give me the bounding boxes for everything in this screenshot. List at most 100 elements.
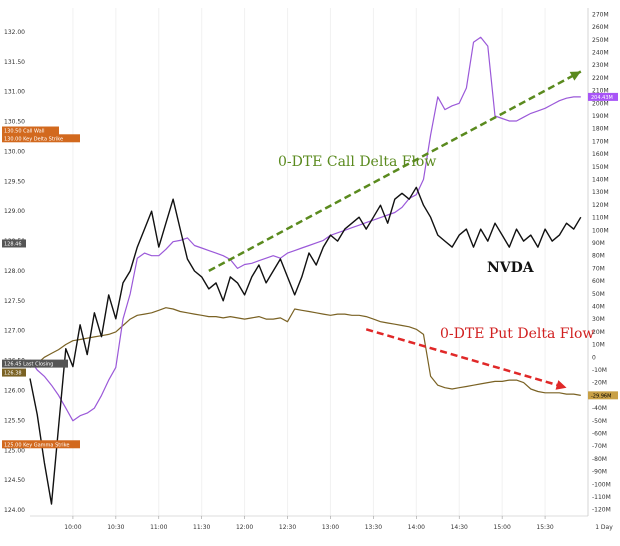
right-axis-tick-label: 80M (592, 253, 605, 260)
right-axis-tick-label: -100M (592, 481, 611, 488)
level-tag-box (2, 126, 59, 135)
level-tag: 126.38 (2, 368, 26, 377)
right-axis-tick-label: 20M (592, 329, 605, 336)
level-tag-label: -29.96M (591, 393, 611, 399)
x-axis-tick-label: 15:00 (494, 524, 511, 531)
right-axis: 270M 260M 250M 240M 230M 220M 210M 200M 190M 180M… (587, 8, 611, 516)
trend-arrow-line (365, 328, 567, 389)
right-axis-tick-label: -20M (592, 380, 607, 387)
series-layer (29, 36, 582, 505)
right-axis-tick-label: 250M (592, 37, 609, 44)
x-axis-tick-label: 13:00 (322, 524, 339, 531)
right-axis-tick-label: 100M (592, 227, 609, 234)
right-axis-tick-label: -10M (592, 367, 607, 374)
level-tag-label: 128.46 (4, 241, 22, 247)
left-axis-tick-label: 130.00 (4, 148, 25, 155)
level-tag: 130.50 Call Wall (2, 126, 59, 135)
x-axis-tick-label: 12:00 (236, 524, 253, 531)
left-axis-tick-label: 131.50 (4, 59, 25, 66)
level-tag: -29.96M (588, 391, 618, 400)
right-axis-tick-label: 90M (592, 240, 605, 247)
right-axis-tick-label: 130M (592, 189, 609, 196)
left-axis-tick-label: 126.00 (4, 387, 25, 394)
level-tag-label: 130.00 Key Delta Strike (4, 136, 63, 142)
left-axis-tick-label: 127.50 (4, 298, 25, 305)
right-axis-tick-label: 140M (592, 176, 609, 183)
trend-arrow-line (208, 70, 582, 272)
x-axis: 10:00 10:30 11:00 11:30 12:00 12:30 13:00 13:30… (30, 515, 613, 531)
right-axis-tick-label: 120M (592, 202, 609, 209)
trend-arrow-head (555, 380, 567, 390)
left-axis-tick-label: 127.00 (4, 328, 25, 335)
left-axis-tick-label: 128.00 (4, 268, 25, 275)
left-axis-tick-label: 131.00 (4, 89, 25, 96)
level-tag-box (2, 368, 26, 377)
right-axis-tick-label: -90M (592, 469, 607, 476)
right-axis-tick-label: 40M (592, 303, 605, 310)
level-tag-box (588, 92, 618, 101)
level-tag-label: 204.43M (591, 95, 613, 101)
x-axis-tick-label: 13:30 (365, 524, 382, 531)
left-axis-tick-label: 125.00 (4, 447, 25, 454)
x-axis-tick-label: 15:30 (536, 524, 553, 531)
series-line-0-dte-call-delta-flow (29, 36, 581, 422)
right-axis-tick-label: 220M (592, 75, 609, 82)
annotation-put-delta-flow: 0-DTE Put Delta Flow (440, 326, 594, 342)
left-axis-tick-label: 124.00 (4, 507, 25, 514)
right-axis-tick-label: -80M (592, 456, 607, 463)
level-tag-box (2, 134, 80, 143)
right-axis-tick-label: 110M (592, 215, 609, 222)
right-axis-tick-label: 260M (592, 24, 609, 31)
x-axis-tick-label: 14:00 (408, 524, 425, 531)
right-axis-tick-label: 190M (592, 113, 609, 120)
arrow-layer (208, 70, 582, 390)
series-line-nvda (29, 186, 582, 505)
right-axis-tick-label: 10M (592, 342, 605, 349)
level-tag: 126.45 Last Closing (2, 359, 68, 368)
right-axis-tick-label: 200M (592, 100, 609, 107)
level-tag: 128.46 (2, 239, 26, 248)
trend-arrow-head (569, 71, 581, 81)
left-axis-tick-label: 129.50 (4, 178, 25, 185)
level-tag-box (2, 239, 26, 248)
right-axis-tick-label: -110M (592, 494, 611, 501)
x-axis-tick-label: 11:00 (150, 524, 167, 531)
left-axis-tick-label: 125.50 (4, 417, 25, 424)
left-axis-tick-label: 129.00 (4, 208, 25, 215)
right-axis-tick-label: -60M (592, 430, 607, 437)
right-axis-tick-label: -120M (592, 507, 611, 514)
level-tag-box (588, 391, 618, 400)
annotation-layer: 0-DTE Call Delta Flow NVDA 0-DTE Put Del… (278, 154, 594, 342)
x-axis-tick-label: 11:30 (193, 524, 210, 531)
right-axis-tick-label: -40M (592, 405, 607, 412)
right-axis-tick-label: 270M (592, 11, 609, 18)
right-axis-tick-label: -50M (592, 418, 607, 425)
right-axis-tick-label: 180M (592, 126, 609, 133)
x-axis-tick-label: 10:30 (107, 524, 124, 531)
level-tag-box (2, 440, 80, 449)
level-tag-label: 126.45 Last Closing (4, 362, 53, 368)
level-tag-label: 130.50 Call Wall (4, 129, 44, 135)
level-tag-label: 125.00 Key Gamma Strike (4, 442, 69, 448)
level-tag: 204.43M (588, 92, 618, 101)
right-axis-tick-label: 230M (592, 62, 609, 69)
level-tag: 130.00 Key Delta Strike (2, 134, 80, 143)
right-axis-tick-label: 60M (592, 278, 605, 285)
x-axis-tick-label: 10:00 (64, 524, 81, 531)
level-tag-box (2, 359, 68, 368)
right-axis-tick-label: 0 (592, 354, 596, 361)
x-axis-end-label: 1 Day (595, 524, 613, 531)
left-axis-tick-label: 130.50 (4, 119, 25, 126)
right-axis-tick-label: 50M (592, 291, 605, 298)
annotation-nvda: NVDA (487, 260, 535, 276)
right-axis-tick-label: 70M (592, 265, 605, 272)
right-axis-tick-label: -70M (592, 443, 607, 450)
right-axis-tick-label: 210M (592, 88, 609, 95)
right-axis-tick-label: 30M (592, 316, 605, 323)
x-axis-tick-label: 14:30 (451, 524, 468, 531)
right-axis-tick-label: 160M (592, 151, 609, 158)
right-axis-tick-label: 150M (592, 164, 609, 171)
